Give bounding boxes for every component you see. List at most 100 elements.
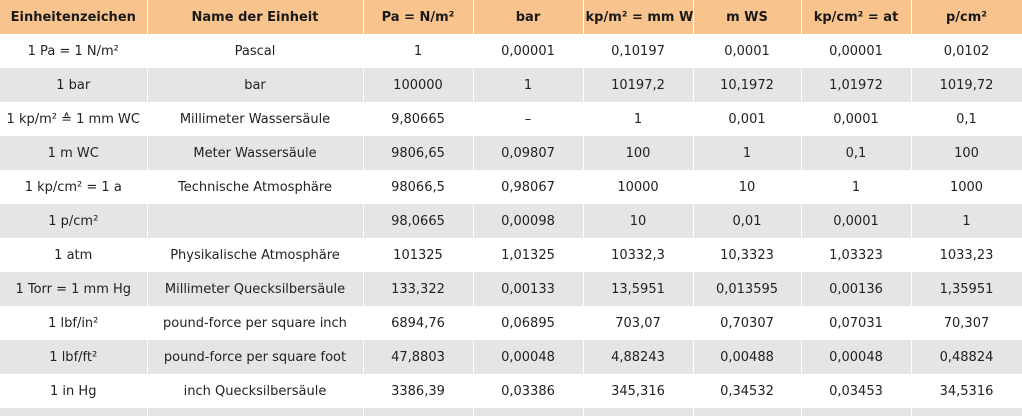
table-cell: 0,00136 (801, 272, 912, 306)
table-cell: 34,5316 (911, 374, 1022, 408)
table-cell: Physikalische Atmosphäre (147, 238, 364, 272)
table-row: 1 Torr = 1 mm Hg Millimeter Quecksilbers… (0, 272, 1022, 306)
table-cell: 703,07 (583, 306, 694, 340)
header-pascal: Pa = N/m² (363, 0, 474, 34)
table-cell: 1 (473, 68, 584, 102)
table-cell: Pascal (147, 34, 364, 68)
header-bar: bar (473, 0, 584, 34)
table-cell: 0,00048 (473, 340, 584, 374)
table-cell: 0,00001 (801, 34, 912, 68)
table-cell: 1,35951 (911, 272, 1022, 306)
table-cell: 10 (583, 204, 694, 238)
table-row-partial (0, 408, 1022, 416)
table-row: 1 p/cm² 98,0665 0,00098 10 0,01 0,0001 1 (0, 204, 1022, 238)
table-cell: 10 (693, 170, 802, 204)
header-at: kp/cm² = at (801, 0, 912, 34)
table-row: 1 bar bar 100000 1 10197,2 10,1972 1,019… (0, 68, 1022, 102)
table-cell: 1,03323 (801, 238, 912, 272)
table-cell: 0,1 (801, 136, 912, 170)
table-cell: 9,80665 (363, 102, 474, 136)
table-cell: 0,0001 (801, 204, 912, 238)
header-m-ws: m WS (693, 0, 802, 34)
table-cell: 0,03386 (473, 374, 584, 408)
table-row: 1 kp/cm² = 1 a Technische Atmosphäre 980… (0, 170, 1022, 204)
table-cell: 0,0001 (801, 102, 912, 136)
table-cell: 1 (583, 102, 694, 136)
table-cell: 0,09807 (473, 136, 584, 170)
table-cell: 1 (693, 136, 802, 170)
table-cell: 9806,65 (363, 136, 474, 170)
table-cell: 70,307 (911, 306, 1022, 340)
header-p-cm2: p/cm² (911, 0, 1022, 34)
table-cell: – (473, 102, 584, 136)
header-mm-ws: kp/m² = mm WS (583, 0, 694, 34)
table-cell: 1 (363, 34, 474, 68)
header-unit-symbol: Einheitenzeichen (0, 0, 148, 34)
table-row: 1 m WC Meter Wassersäule 9806,65 0,09807… (0, 136, 1022, 170)
table-cell: 1 (801, 170, 912, 204)
table-row: 1 lbf/in² pound-force per square inch 68… (0, 306, 1022, 340)
table-cell: 0,0102 (911, 34, 1022, 68)
table-cell: 10,3323 (693, 238, 802, 272)
table-cell: 1 kp/m² ≙ 1 mm WC (0, 102, 148, 136)
table-cell: 98,0665 (363, 204, 474, 238)
table-cell: Meter Wassersäule (147, 136, 364, 170)
table-cell: 1 lbf/ft² (0, 340, 148, 374)
header-unit-name: Name der Einheit (147, 0, 364, 34)
table-cell: bar (147, 68, 364, 102)
table-cell: 0,07031 (801, 306, 912, 340)
table-cell: 0,00133 (473, 272, 584, 306)
table-cell: 0,013595 (693, 272, 802, 306)
table-cell: 100 (911, 136, 1022, 170)
table-cell: 101325 (363, 238, 474, 272)
table-cell: 13,5951 (583, 272, 694, 306)
table-cell (147, 204, 364, 238)
table-cell: pound-force per square inch (147, 306, 364, 340)
table-cell: 1,01972 (801, 68, 912, 102)
table-cell: 1 atm (0, 238, 148, 272)
table-cell: 3386,39 (363, 374, 474, 408)
table-cell: 1019,72 (911, 68, 1022, 102)
table-row: 1 lbf/ft² pound-force per square foot 47… (0, 340, 1022, 374)
table-cell: inch Quecksilbersäule (147, 374, 364, 408)
table-cell: 0,70307 (693, 306, 802, 340)
table-cell: 1 lbf/in² (0, 306, 148, 340)
table-cell: 0,00488 (693, 340, 802, 374)
table-cell: 0,98067 (473, 170, 584, 204)
table-row: 1 atm Physikalische Atmosphäre 101325 1,… (0, 238, 1022, 272)
table-cell: 1 bar (0, 68, 148, 102)
table-cell: 1,01325 (473, 238, 584, 272)
table-row: 1 kp/m² ≙ 1 mm WC Millimeter Wassersäule… (0, 102, 1022, 136)
table-cell: 47,8803 (363, 340, 474, 374)
table-cell: 0,34532 (693, 374, 802, 408)
table-cell: 0,001 (693, 102, 802, 136)
table-cell: pound-force per square foot (147, 340, 364, 374)
table-row: 1 in Hg inch Quecksilbersäule 3386,39 0,… (0, 374, 1022, 408)
table-cell: 10332,3 (583, 238, 694, 272)
table-cell: 1 Torr = 1 mm Hg (0, 272, 148, 306)
table-cell: 0,00001 (473, 34, 584, 68)
table-cell: 6894,76 (363, 306, 474, 340)
table-cell: Technische Atmosphäre (147, 170, 364, 204)
table-cell: 100000 (363, 68, 474, 102)
table-cell: Millimeter Quecksilbersäule (147, 272, 364, 306)
table-cell: 1 (911, 204, 1022, 238)
table-cell: 1033,23 (911, 238, 1022, 272)
table-cell: 0,48824 (911, 340, 1022, 374)
table-cell: 1000 (911, 170, 1022, 204)
table-cell: 0,01 (693, 204, 802, 238)
table-cell: 345,316 (583, 374, 694, 408)
table-cell: 0,03453 (801, 374, 912, 408)
table-cell: 1 m WC (0, 136, 148, 170)
table-cell: 0,00098 (473, 204, 584, 238)
table-cell: 10000 (583, 170, 694, 204)
table-cell: 100 (583, 136, 694, 170)
table-cell: 0,06895 (473, 306, 584, 340)
table-cell: 1 in Hg (0, 374, 148, 408)
table-cell: 1 Pa = 1 N/m² (0, 34, 148, 68)
table-cell: 98066,5 (363, 170, 474, 204)
table-cell: 133,322 (363, 272, 474, 306)
table-cell: 10,1972 (693, 68, 802, 102)
header-row: Einheitenzeichen Name der Einheit Pa = N… (0, 0, 1022, 34)
